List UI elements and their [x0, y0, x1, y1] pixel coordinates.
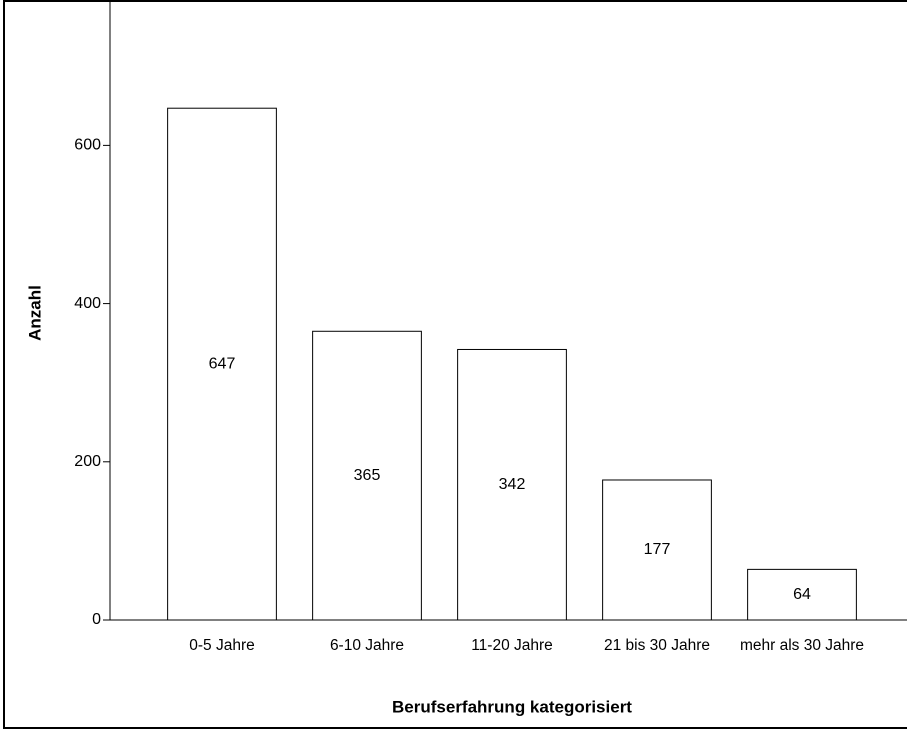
value-label: 177 — [644, 541, 671, 558]
value-label: 342 — [499, 476, 526, 493]
x-tick-label: 21 bis 30 Jahre — [604, 637, 710, 654]
y-tick-label: 600 — [74, 137, 101, 154]
x-tick-label: 0-5 Jahre — [189, 637, 255, 654]
x-tick-label: 6-10 Jahre — [329, 637, 405, 654]
bar — [167, 107, 277, 621]
y-tick-label: 400 — [74, 295, 101, 312]
y-axis-title: Anzahl — [25, 285, 44, 341]
y-tick-label: 200 — [74, 453, 101, 470]
x-tick-label: mehr als 30 Jahre — [739, 637, 865, 654]
x-tick-label: 11-20 Jahre — [471, 637, 553, 654]
value-label: 64 — [793, 586, 811, 603]
y-tick-label: 0 — [92, 611, 101, 628]
x-axis-title: Berufserfahrung kategorisiert — [392, 697, 632, 716]
bar — [747, 568, 857, 621]
bar — [312, 330, 422, 621]
bar — [457, 348, 567, 621]
value-label: 647 — [209, 355, 236, 372]
bar — [602, 479, 712, 621]
value-label: 365 — [354, 467, 381, 484]
